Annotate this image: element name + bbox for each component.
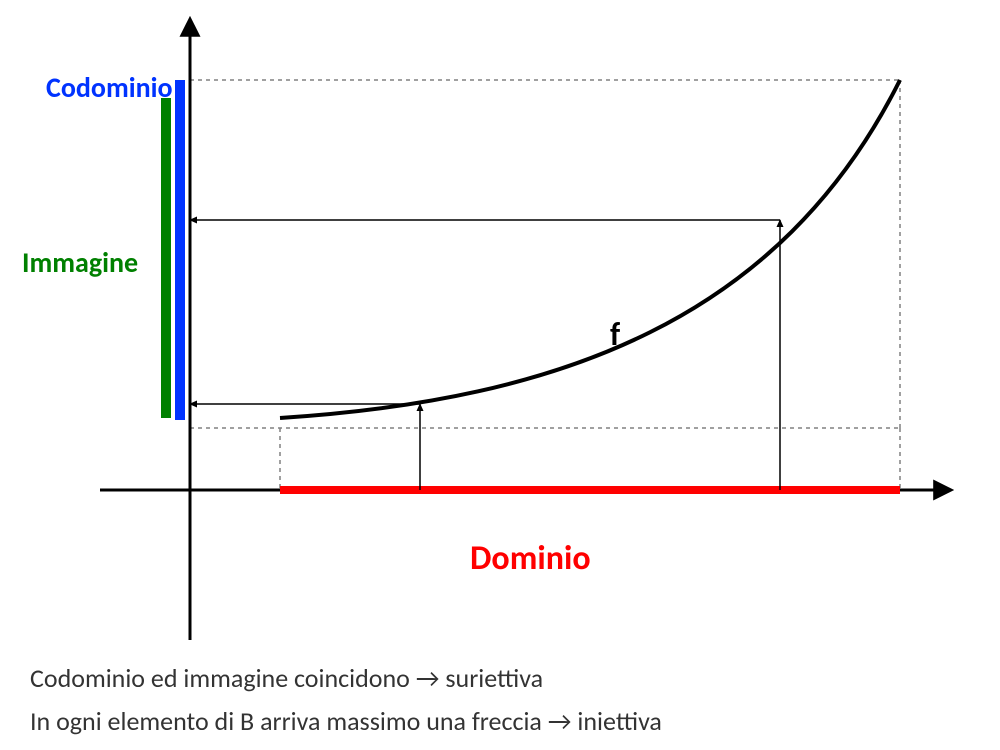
arrow-right-icon: → (548, 705, 572, 737)
caption-surjective-right: suriettiva (445, 662, 543, 694)
image-label: Immagine (22, 245, 138, 280)
diagram-container: Codominio Immagine Dominio f Codominio e… (0, 0, 1000, 750)
caption-surjective-left: Codominio ed immagine coincidono (30, 662, 410, 694)
domain-label: Dominio (470, 538, 591, 579)
function-curve (280, 80, 900, 418)
function-label: f (610, 315, 620, 354)
guide-lines (190, 80, 900, 490)
caption-injective-left: In ogni elemento di B arriva massimo una… (30, 705, 542, 737)
caption-injective: In ogni elemento di B arriva massimo una… (30, 705, 662, 737)
caption-injective-right: iniettiva (577, 705, 661, 737)
codomain-label: Codominio (46, 70, 173, 105)
mapping-arrows (190, 220, 780, 490)
range-bars (166, 80, 900, 490)
caption-surjective: Codominio ed immagine coincidono → surie… (30, 662, 543, 694)
arrow-right-icon: → (416, 662, 440, 694)
diagram-svg (0, 0, 1000, 750)
